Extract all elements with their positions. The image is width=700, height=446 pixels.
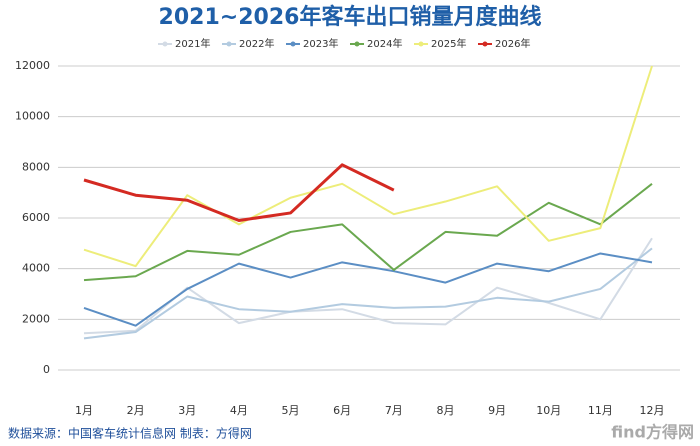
legend-label: 2022年 — [239, 37, 274, 50]
y-tick-label: 10000 — [15, 110, 50, 123]
x-tick-label: 12月 — [640, 404, 665, 417]
y-tick-label: 6000 — [22, 211, 50, 224]
footer: 数据来源：中国客车统计信息网 制表：方得网 — [8, 426, 252, 441]
x-tick-label: 4月 — [230, 404, 248, 417]
y-tick-label: 12000 — [15, 59, 50, 72]
series-line — [83, 65, 653, 268]
series-line — [83, 163, 395, 223]
legend-swatch-dot — [162, 41, 168, 47]
series-line — [83, 183, 653, 282]
x-tick-label: 1月 — [75, 404, 93, 417]
x-tick-label: 8月 — [436, 404, 454, 417]
legend-label: 2026年 — [495, 37, 530, 50]
x-tick-label: 9月 — [488, 404, 506, 417]
series-line — [83, 247, 653, 340]
legend-label: 2025年 — [431, 37, 466, 50]
x-tick-label: 10月 — [536, 404, 561, 417]
y-tick-label: 4000 — [22, 262, 50, 275]
x-tick-label: 5月 — [282, 404, 300, 417]
x-tick-label: 7月 — [385, 404, 403, 417]
legend-swatch-dot — [482, 41, 488, 47]
y-tick-label: 2000 — [22, 312, 50, 325]
x-tick-label: 2月 — [127, 404, 145, 417]
y-tick-label: 0 — [43, 363, 50, 376]
legend-swatch-dot — [354, 41, 360, 47]
x-tick-label: 11月 — [588, 404, 613, 417]
watermark: find方得网 — [611, 423, 694, 442]
legend-swatch-dot — [290, 41, 296, 47]
series-line — [83, 252, 653, 327]
legend-label: 2021年 — [175, 37, 210, 50]
legend-swatch-dot — [418, 41, 424, 47]
legend-label: 2023年 — [303, 37, 338, 50]
legend-label: 2024年 — [367, 37, 402, 50]
x-tick-label: 3月 — [178, 404, 196, 417]
y-tick-label: 8000 — [22, 160, 50, 173]
chart-title: 2021~2026年客车出口销量月度曲线 — [159, 4, 542, 30]
legend-swatch-dot — [226, 41, 232, 47]
x-tick-label: 6月 — [333, 404, 351, 417]
